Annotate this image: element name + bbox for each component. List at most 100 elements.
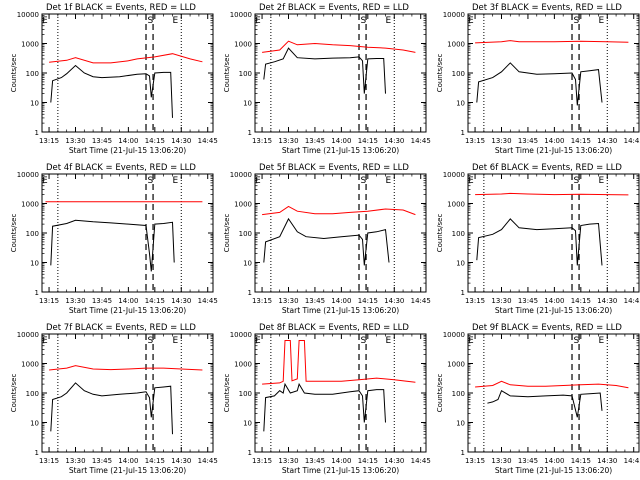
x-axis-label: Start Time (21-Jul-15 13:06:20)	[495, 146, 612, 155]
x-axis-label: Start Time (21-Jul-15 13:06:20)	[495, 306, 612, 315]
x-tick-label: 14:00	[331, 297, 351, 305]
y-tick-label: 100	[452, 390, 465, 398]
x-tick-label: 13:15	[39, 457, 59, 465]
x-tick-label: 14:45	[411, 297, 431, 305]
y-tick-label: 10000	[230, 171, 252, 179]
marker-e-end: E	[598, 176, 604, 186]
panel-frame	[467, 173, 640, 293]
y-tick-label: 1	[248, 289, 252, 297]
y-tick-label: 1	[248, 129, 252, 137]
y-tick-label: 1	[461, 289, 465, 297]
x-tick-label: 13:45	[305, 297, 325, 305]
y-tick-label: 10	[243, 260, 252, 268]
events-series-line	[50, 382, 173, 435]
x-tick-label: 14:30	[597, 457, 617, 465]
y-axis-label: Counts/sec	[436, 374, 444, 413]
marker-s: S	[361, 16, 367, 26]
panel-title: Det 5f BLACK = Events, RED = LLD	[259, 163, 409, 173]
x-tick-label: 13:45	[518, 297, 538, 305]
panel-data	[262, 205, 416, 266]
panel-1: Det 1f BLACK = Events, RED = LLD 1 10 100 10…	[10, 3, 218, 155]
panel-6: Det 6f BLACK = Events, RED = LLD 1 10 100 10…	[436, 163, 640, 315]
x-tick-label: 14:45	[198, 457, 218, 465]
y-tick-label: 10	[456, 260, 465, 268]
x-tick-label: 13:30	[65, 457, 85, 465]
x-tick-label: 14:00	[544, 137, 564, 145]
x-axis-label: Start Time (21-Jul-15 13:06:20)	[282, 146, 399, 155]
marker-e-end: E	[598, 336, 604, 346]
x-tick-label: 13:45	[518, 457, 538, 465]
x-tick-label: 14:45	[624, 297, 640, 305]
y-tick-label: 100	[452, 70, 465, 78]
x-tick-label: 14:15	[145, 297, 165, 305]
x-tick-label: 13:15	[252, 457, 272, 465]
marker-e-start: E	[468, 16, 474, 26]
marker-s: S	[361, 176, 367, 186]
panel-5: Det 5f BLACK = Events, RED = LLD 1 10 100 10…	[223, 163, 431, 315]
y-tick-label: 1000	[234, 41, 252, 49]
y-tick-label: 10	[456, 100, 465, 108]
events-series-line	[487, 389, 603, 418]
marker-s: S	[148, 16, 154, 26]
y-tick-label: 1000	[21, 41, 39, 49]
events-series-line	[263, 217, 390, 266]
panel-frame	[254, 173, 427, 293]
x-axis-label: Start Time (21-Jul-15 13:06:20)	[282, 466, 399, 475]
y-tick-label: 10	[30, 100, 39, 108]
x-tick-label: 14:15	[358, 297, 378, 305]
marker-e-end: E	[385, 16, 391, 26]
panel-4: Det 4f BLACK = Events, RED = LLD 1 10 100 10…	[10, 163, 218, 315]
y-tick-label: 1	[35, 449, 39, 457]
panel-data	[262, 40, 416, 94]
x-tick-label: 14:15	[145, 457, 165, 465]
y-tick-label: 1	[461, 449, 465, 457]
panel-8: Det 8f BLACK = Events, RED = LLD 1 10 100 10…	[223, 323, 431, 475]
lld-series-line	[262, 40, 416, 53]
x-tick-label: 14:15	[358, 457, 378, 465]
x-tick-label: 13:30	[278, 297, 298, 305]
panel-3: Det 3f BLACK = Events, RED = LLD 1 10 100 10…	[436, 3, 640, 155]
y-tick-label: 1000	[447, 361, 465, 369]
marker-s: S	[148, 176, 154, 186]
marker-e-start: E	[255, 176, 261, 186]
x-tick-label: 13:15	[465, 457, 485, 465]
panel-frame	[254, 333, 427, 453]
y-tick-label: 10000	[230, 331, 252, 339]
x-axis-label: Start Time (21-Jul-15 13:06:20)	[282, 306, 399, 315]
y-tick-label: 1000	[234, 201, 252, 209]
events-series-line	[476, 62, 603, 106]
marker-s: S	[361, 336, 367, 346]
x-tick-label: 14:00	[544, 297, 564, 305]
y-tick-label: 10	[30, 260, 39, 268]
x-tick-label: 14:00	[331, 457, 351, 465]
y-tick-label: 1	[35, 289, 39, 297]
x-tick-label: 13:45	[305, 137, 325, 145]
panel-title: Det 3f BLACK = Events, RED = LLD	[472, 3, 622, 13]
panel-title: Det 8f BLACK = Events, RED = LLD	[259, 323, 409, 333]
x-tick-label: 14:15	[571, 457, 591, 465]
panel-frame	[41, 173, 214, 293]
lld-series-line	[475, 380, 629, 389]
panel-2: Det 2f BLACK = Events, RED = LLD 1 10 100 10…	[223, 3, 431, 155]
marker-e-start: E	[42, 176, 48, 186]
x-tick-label: 14:30	[384, 137, 404, 145]
y-tick-label: 10000	[443, 171, 465, 179]
y-tick-label: 1000	[447, 41, 465, 49]
x-axis-label: Start Time (21-Jul-15 13:06:20)	[495, 466, 612, 475]
y-tick-label: 100	[26, 70, 39, 78]
marker-e-end: E	[385, 176, 391, 186]
x-tick-label: 14:30	[597, 137, 617, 145]
marker-e-start: E	[255, 336, 261, 346]
panel-title: Det 2f BLACK = Events, RED = LLD	[259, 3, 409, 13]
y-tick-label: 100	[239, 390, 252, 398]
x-axis-label: Start Time (21-Jul-15 13:06:20)	[69, 466, 186, 475]
y-tick-label: 10000	[17, 11, 39, 19]
x-tick-label: 14:15	[145, 137, 165, 145]
marker-e-end: E	[385, 336, 391, 346]
panel-data	[49, 365, 203, 435]
x-tick-label: 13:15	[39, 297, 59, 305]
marker-e-end: E	[172, 176, 178, 186]
y-tick-label: 10	[456, 420, 465, 428]
panel-frame	[254, 13, 427, 133]
x-tick-label: 14:30	[384, 297, 404, 305]
